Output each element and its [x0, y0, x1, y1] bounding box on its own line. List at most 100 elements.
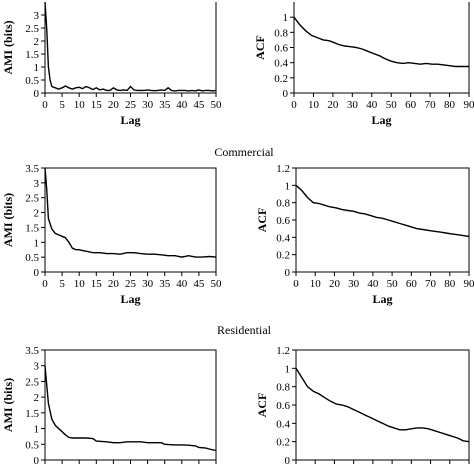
- y-tick-label: 3: [34, 178, 40, 190]
- y-tick-label: 0.2: [276, 437, 290, 449]
- y-tick-label: 0.4: [276, 232, 290, 244]
- x-tick-label: 0: [293, 278, 299, 290]
- y-tick-label: 0.4: [274, 58, 288, 70]
- x-tick-label: 25: [125, 278, 137, 290]
- y-axis-label: ACF: [255, 393, 269, 418]
- y-tick-label: 0.6: [274, 43, 288, 55]
- y-tick-label: 3: [34, 10, 40, 22]
- y-tick-label: 1.5: [25, 408, 39, 420]
- y-tick-label: 1: [285, 363, 291, 375]
- y-tick-label: 1: [34, 62, 40, 74]
- x-tick-label: 45: [193, 278, 205, 290]
- y-tick-label: 1: [34, 424, 40, 436]
- series-line-1: [293, 16, 469, 68]
- series-line-1: [295, 184, 470, 238]
- plot-frame: [44, 349, 217, 461]
- y-tick-label: 0.5: [25, 75, 39, 87]
- y-tick-label: 2.5: [25, 376, 39, 388]
- y-tick-label: 1: [285, 180, 291, 192]
- x-tick-label: 30: [142, 99, 154, 111]
- x-tick-label: 20: [327, 99, 339, 111]
- y-tick-label: 0.8: [276, 198, 290, 210]
- y-tick-label: 0.5: [25, 252, 39, 264]
- x-tick-label: 40: [367, 278, 379, 290]
- x-axis-label: Lag: [120, 113, 140, 127]
- x-tick-label: 10: [310, 278, 322, 290]
- x-tick-label: 80: [444, 278, 456, 290]
- series-line-1: [44, 167, 217, 258]
- y-tick-label: 2: [34, 36, 40, 48]
- x-tick-label: 35: [159, 278, 171, 290]
- y-tick-label: 3: [34, 361, 40, 373]
- y-tick-label: 0.6: [276, 400, 290, 412]
- x-tick-label: 70: [425, 278, 437, 290]
- x-tick-label: 50: [211, 99, 223, 111]
- x-tick-label: 30: [348, 278, 360, 290]
- y-axis-label: AMI (bits): [1, 193, 15, 247]
- y-tick-label: 1.2: [276, 163, 290, 175]
- y-tick-label: 3.5: [25, 163, 39, 175]
- y-axis-label: ACF: [253, 35, 267, 60]
- y-tick-label: 1.5: [25, 222, 39, 234]
- y-tick-label: 0: [285, 455, 291, 467]
- y-tick-label: 0: [34, 267, 40, 279]
- chart-panel-5: 0 0.5 1 1.5 2 2.5 3 3.5 AMI (bits): [1, 345, 217, 467]
- series-line-1: [44, 365, 217, 452]
- y-tick-label: 1: [283, 12, 289, 24]
- y-tick-label: 1.5: [25, 49, 39, 61]
- chart-panel-1: 0 5 10 15 20 25 30 35 40 45 5000.511.522.53LagAMI …: [1, 1, 223, 127]
- x-tick-label: 40: [176, 99, 188, 111]
- x-tick-label: 20: [108, 99, 120, 111]
- x-tick-label: 90: [464, 278, 474, 290]
- y-tick-label: 0.8: [274, 27, 288, 39]
- x-tick-label: 0: [42, 99, 48, 111]
- x-tick-label: 10: [308, 99, 320, 111]
- chart-panel-2: 0 10 20 30 40 50 60 70 80 90 0 0.2 0.4 0.6 0.8 1 Lag ACF: [253, 2, 474, 127]
- series-line-1: [44, 1, 217, 92]
- y-tick-label: 0: [283, 88, 289, 100]
- y-tick-label: 2: [34, 392, 40, 404]
- x-tick-label: 5: [59, 278, 65, 290]
- x-tick-label: 5: [59, 99, 65, 111]
- y-axis-label: ACF: [255, 208, 269, 233]
- x-tick-label: 10: [74, 278, 86, 290]
- y-tick-label: 1.2: [276, 345, 290, 357]
- section-title-commercial: Commercial: [214, 145, 274, 159]
- x-tick-label: 50: [211, 278, 223, 290]
- y-tick-label: 0.5: [25, 439, 39, 451]
- x-tick-label: 50: [387, 278, 399, 290]
- y-tick-label: 1: [34, 237, 40, 249]
- x-tick-label: 30: [347, 99, 359, 111]
- y-tick-label: 0.2: [276, 250, 290, 262]
- x-tick-label: 80: [444, 99, 456, 111]
- y-tick-label: 2.5: [25, 193, 39, 205]
- x-tick-label: 20: [108, 278, 120, 290]
- x-tick-label: 70: [425, 99, 437, 111]
- y-tick-label: 2.5: [25, 23, 39, 35]
- y-tick-label: 0: [34, 88, 40, 100]
- x-tick-label: 30: [142, 278, 154, 290]
- section-title-residential: Residential: [217, 323, 272, 337]
- plot-frame: [44, 2, 217, 94]
- x-axis-label: Lag: [120, 292, 140, 306]
- y-tick-label: 0.8: [276, 382, 290, 394]
- x-tick-label: 35: [159, 99, 171, 111]
- x-tick-label: 20: [329, 278, 341, 290]
- series-line-1: [295, 367, 470, 443]
- y-tick-label: 2: [34, 208, 40, 220]
- y-tick-label: 0: [34, 455, 40, 467]
- y-axis-label: AMI (bits): [1, 378, 15, 432]
- x-tick-label: 15: [91, 99, 103, 111]
- x-tick-label: 60: [406, 278, 418, 290]
- x-tick-label: 0: [291, 99, 297, 111]
- y-tick-label: 0.6: [276, 215, 290, 227]
- y-tick-label: 0: [285, 267, 291, 279]
- x-tick-label: 15: [91, 278, 103, 290]
- chart-panel-4: 0 10 20 30 40 50 60 70 80 90 0 0.2 0.4 0.6 0.8 1 1.2 Lag A…: [255, 163, 474, 306]
- chart-panel-6: 0 0.2 0.4 0.6 0.8 1 1.2 ACF: [255, 345, 470, 467]
- y-tick-label: 3.5: [25, 345, 39, 357]
- x-tick-label: 90: [464, 99, 474, 111]
- x-tick-label: 50: [386, 99, 398, 111]
- x-tick-label: 10: [74, 99, 86, 111]
